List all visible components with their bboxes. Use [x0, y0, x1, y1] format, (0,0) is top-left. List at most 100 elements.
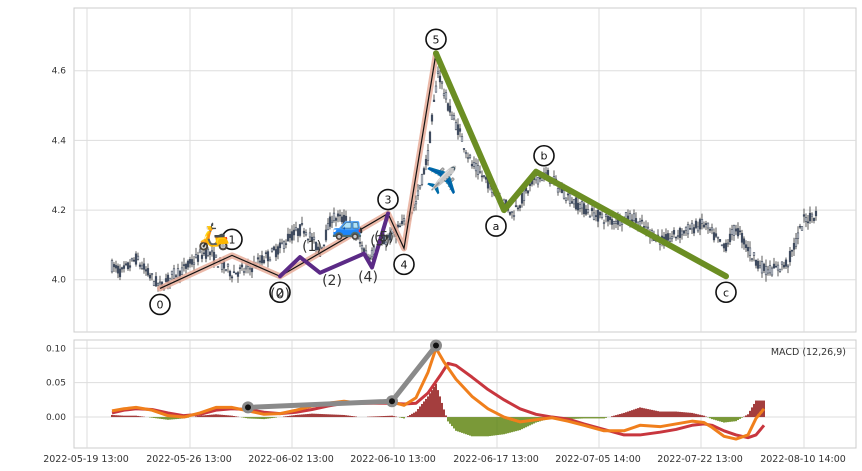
candle-body [288, 234, 292, 239]
macd-hist-bar [753, 403, 755, 418]
candle-body [140, 265, 144, 269]
price-y-tick: 4.2 [52, 206, 66, 216]
x-tick-label: 2022-07-05 14:00 [555, 454, 641, 465]
candle-body [686, 224, 690, 235]
macd-hist-bar [749, 410, 751, 418]
macd-hist-bar [217, 414, 219, 418]
macd-hist-bar [203, 415, 205, 418]
candle-body [752, 252, 756, 256]
macd-hist-bar [683, 412, 685, 418]
candle-body [416, 190, 420, 196]
candle-body [516, 207, 520, 210]
macd-hist-bar [169, 417, 171, 420]
macd-hist-bar [435, 383, 437, 418]
candle-body [206, 248, 210, 256]
candle-body [220, 263, 224, 270]
candle-body [698, 219, 702, 230]
candle-body [340, 216, 344, 223]
candle-body [142, 263, 146, 270]
macd-hist-bar [113, 415, 115, 418]
macd-hist-bar [741, 417, 743, 418]
macd-hist-bar [723, 417, 725, 423]
macd-hist-bar [259, 417, 261, 419]
candle-body [674, 236, 678, 239]
macd-hist-bar [729, 417, 731, 422]
candle-body [708, 229, 712, 231]
candle-body [722, 243, 726, 249]
candle-body [310, 236, 314, 242]
macd-hist-bar [201, 415, 203, 418]
macd-hist-bar [441, 402, 443, 418]
macd-hist-bar [437, 390, 439, 418]
macd-hist-bar [641, 407, 643, 418]
macd-hist-bar [479, 417, 481, 437]
car-icon: 🚙 [332, 211, 364, 241]
macd-hist-bar [649, 409, 651, 418]
macd-hist-bar [587, 417, 589, 419]
macd-hist-bar [335, 414, 337, 418]
candle-body [724, 242, 728, 252]
candle-body [176, 268, 180, 278]
candle-body [676, 235, 680, 237]
candle-body [154, 276, 158, 287]
macd-hist-bar [287, 416, 289, 418]
candle-body [586, 209, 590, 213]
x-tick-label: 2022-06-17 13:00 [453, 454, 539, 465]
macd-hist-bar [655, 410, 657, 418]
candle-body [110, 260, 114, 273]
candle-body [400, 221, 404, 225]
candle-body [782, 264, 786, 268]
macd-hist-bar [579, 417, 581, 419]
macd-hist-bar [253, 417, 255, 419]
macd-hist-bar [673, 411, 675, 418]
macd-hist-bar [517, 417, 519, 431]
candle-body [728, 233, 732, 243]
macd-hist-bar [583, 417, 585, 419]
candle-body [184, 264, 188, 269]
macd-hist-bar [451, 417, 453, 427]
macd-hist-bar [715, 417, 717, 421]
wave-label-circle [425, 28, 447, 51]
macd-hist-bar [489, 417, 491, 437]
candle-body [426, 150, 430, 161]
candle-body [746, 246, 750, 252]
candle-body [268, 259, 272, 262]
macd-hist-bar [737, 417, 739, 421]
candle-body [628, 212, 632, 221]
candle-body [210, 250, 214, 253]
macd-hist-bar [697, 414, 699, 418]
macd-hist-bar [665, 411, 667, 418]
macd-hist-bar [601, 417, 603, 419]
wave-label-intermediate: (3) [370, 234, 390, 250]
macd-hist-bar [747, 414, 749, 418]
candle-body [440, 81, 444, 84]
macd-hist-bar [195, 416, 197, 418]
candle-body [444, 92, 448, 100]
candle-body [128, 265, 132, 268]
candle-body [776, 264, 780, 271]
macd-hist-bar [403, 417, 405, 419]
wave-label-circle [377, 188, 399, 211]
macd-hist-bar [725, 417, 727, 423]
macd-hist-bar [251, 417, 253, 419]
macd-hist-bar [651, 409, 653, 418]
candle-body [614, 221, 618, 224]
candle-body [514, 205, 518, 208]
macd-hist-bar [757, 400, 759, 418]
candle-body [344, 215, 348, 221]
candle-body [482, 175, 486, 177]
macd-hist-bar [623, 412, 625, 418]
x-tick-label: 2022-07-22 13:00 [657, 454, 743, 465]
candle-body [726, 242, 730, 245]
candle-body [230, 276, 234, 279]
candle-body [456, 124, 460, 135]
candle-body [800, 226, 804, 231]
macd-hist-bar [313, 413, 315, 418]
macd-hist-bar [333, 414, 335, 418]
candle-body [464, 152, 468, 155]
macd-hist-bar [121, 415, 123, 418]
macd-hist-bar [433, 386, 435, 418]
macd-hist-bar [659, 411, 661, 418]
macd-hist-bar [477, 417, 479, 437]
candle-body [730, 229, 734, 235]
